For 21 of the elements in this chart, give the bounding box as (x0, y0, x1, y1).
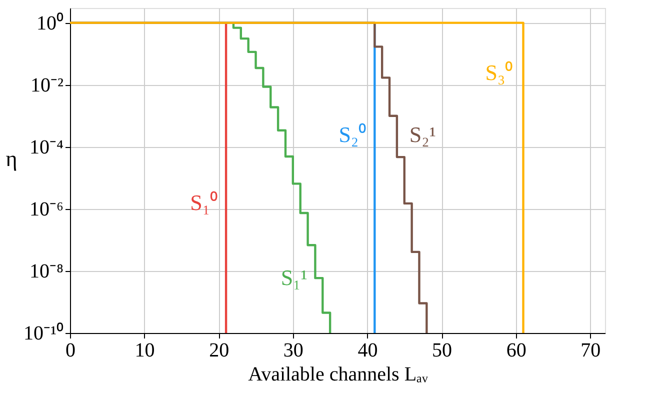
y-axis-title: η (6, 146, 18, 171)
x-tick-label: 40 (358, 340, 378, 362)
series-label: S₂⁰ (338, 122, 367, 147)
series-label: S₃⁰ (485, 60, 514, 85)
y-tick-label: 10⁻⁴ (30, 136, 64, 158)
y-tick-label: 10⁰ (36, 11, 64, 34)
series-label: S₂¹ (409, 122, 436, 147)
series-label: S₁¹ (280, 264, 308, 290)
y-tick-label: 10⁻² (30, 74, 64, 96)
y-tick-label: 10⁻¹⁰ (24, 322, 64, 344)
x-tick-label: 50 (432, 340, 452, 362)
x-tick-label: 10 (134, 340, 155, 362)
y-tick-label: 10⁻⁶ (30, 198, 64, 220)
x-tick-label: 70 (580, 340, 601, 362)
x-tick-label: 20 (209, 340, 230, 362)
y-tick-label: 10⁻⁸ (30, 260, 64, 282)
x-tick-label: 30 (283, 340, 304, 362)
x-tick-label: 60 (506, 340, 526, 362)
series-label: S₁⁰ (190, 190, 218, 215)
x-tick-label: 0 (66, 340, 76, 362)
x-axis-title: Available channels Lₐᵥ (248, 364, 428, 386)
